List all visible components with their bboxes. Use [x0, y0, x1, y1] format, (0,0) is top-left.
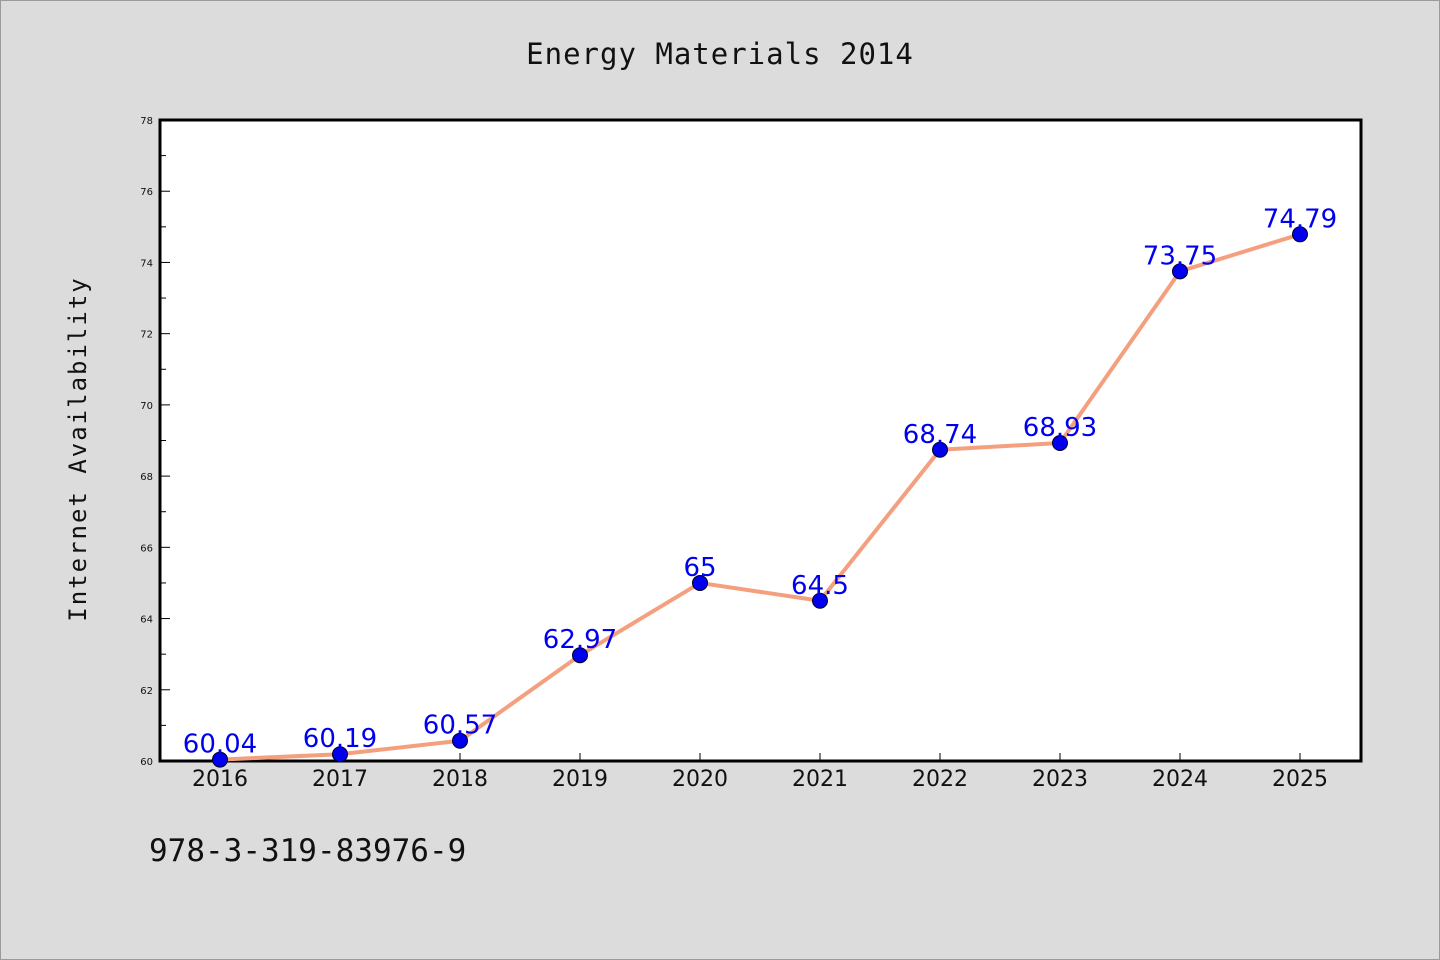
- y-tick-label: 62: [140, 686, 153, 697]
- x-tick-label: 2024: [1152, 767, 1208, 792]
- y-tick-label: 60: [140, 757, 153, 768]
- data-point-marker: [332, 746, 348, 763]
- data-label: 73.75: [1143, 241, 1217, 271]
- data-point-marker: [1052, 434, 1068, 451]
- x-tick-label: 2019: [552, 767, 608, 792]
- plot-area: [158, 118, 1363, 763]
- data-label: 68.74: [903, 420, 977, 450]
- y-axis-label: Internet Availability: [64, 276, 92, 621]
- data-label: 68.93: [1023, 413, 1097, 443]
- x-tick-label: 2022: [912, 767, 968, 792]
- series-line: [218, 232, 1302, 762]
- chart-title: Energy Materials 2014: [526, 37, 914, 71]
- y-tick-label: 76: [140, 187, 153, 198]
- data-point-marker: [692, 574, 708, 591]
- data-point-marker: [212, 751, 228, 768]
- data-label: 65: [683, 553, 716, 583]
- isbn-code: 978-3-319-83976-9: [149, 833, 467, 869]
- data-label: 62.97: [543, 625, 617, 655]
- y-tick-label: 70: [140, 401, 153, 412]
- data-label: 60.57: [423, 711, 497, 741]
- data-label: 60.19: [303, 724, 377, 754]
- data-point-marker: [572, 647, 588, 664]
- data-point-marker: [452, 732, 468, 749]
- x-tick-label: 2017: [312, 767, 368, 792]
- series-layer: 60.04 60.19 60.57 62.97 65 64.5 68.74 68.93 73.7…: [183, 204, 1337, 768]
- x-tick-label: 2021: [792, 767, 848, 792]
- data-point-marker: [812, 592, 828, 609]
- y-tick-label: 78: [140, 116, 153, 127]
- data-point-marker: [932, 441, 948, 458]
- x-tick-label: 2023: [1032, 767, 1088, 792]
- y-tick-label: 72: [140, 330, 153, 341]
- data-label: 64.5: [791, 571, 849, 601]
- x-tick-label: 2018: [432, 767, 488, 792]
- y-tick-label: 66: [140, 543, 153, 554]
- x-tick-label: 2025: [1272, 767, 1328, 792]
- y-axis: 60 62 64 66 68 70 72 74 76 78: [140, 116, 170, 768]
- x-tick-label: 2020: [672, 767, 728, 792]
- y-tick-label: 68: [140, 472, 153, 483]
- data-label: 60.04: [183, 730, 257, 760]
- data-point-marker: [1292, 226, 1308, 243]
- y-tick-label: 74: [140, 258, 153, 269]
- data-label: 74.79: [1263, 204, 1337, 234]
- data-point-marker: [1172, 263, 1188, 280]
- y-tick-label: 64: [140, 615, 153, 626]
- x-tick-label: 2016: [192, 767, 248, 792]
